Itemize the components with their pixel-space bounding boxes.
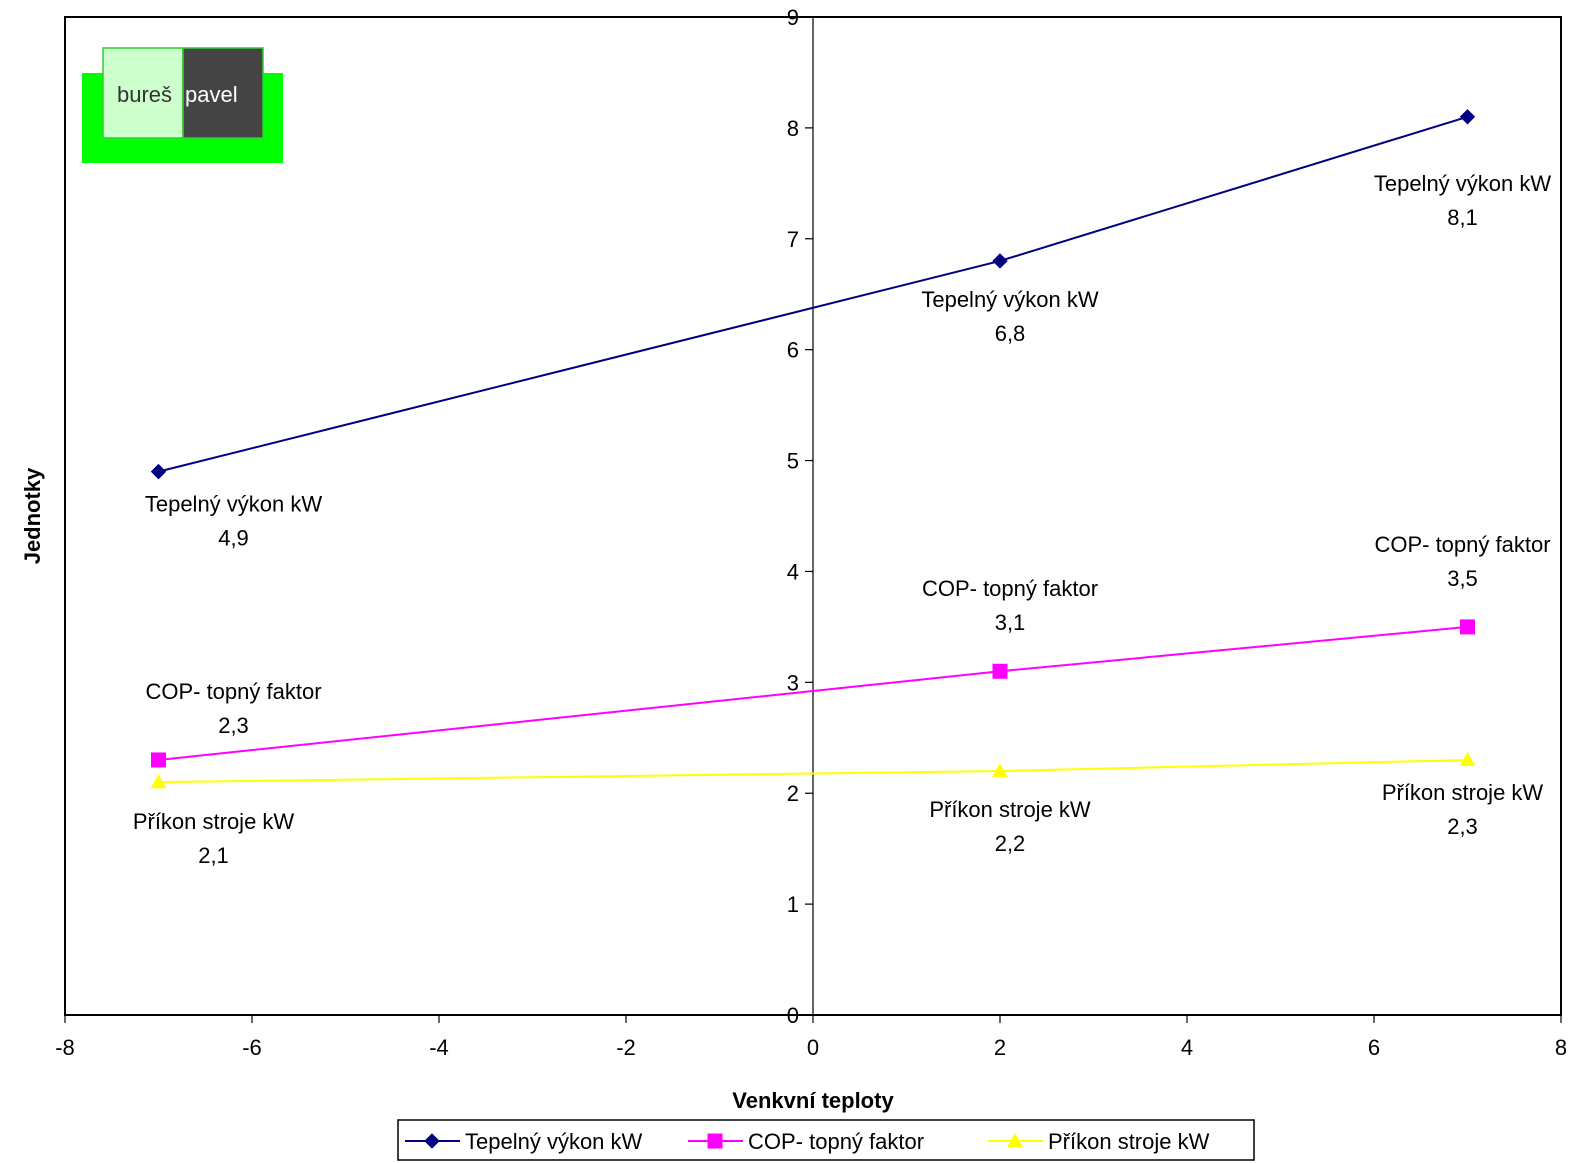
x-tick-label: -8 xyxy=(55,1035,75,1060)
legend-box xyxy=(397,1119,1255,1161)
square-marker xyxy=(992,663,1008,679)
y-tick-label: 5 xyxy=(787,449,799,474)
y-tick-label: 1 xyxy=(787,892,799,917)
diamond-marker xyxy=(424,1133,440,1149)
data-label-value: 6,8 xyxy=(995,321,1026,346)
triangle-marker xyxy=(992,763,1008,778)
y-tick-label: 2 xyxy=(787,781,799,806)
diamond-marker xyxy=(150,463,167,480)
y-tick-label: 4 xyxy=(787,559,799,584)
x-tick-label: 0 xyxy=(807,1035,819,1060)
y-tick-label: 7 xyxy=(787,227,799,252)
logo-word-2: pavel xyxy=(185,82,238,107)
logo-word-1: bureš xyxy=(117,82,172,107)
square-marker xyxy=(707,1133,723,1149)
square-marker xyxy=(151,752,166,768)
legend: Tepelný výkon kW COP- topný faktor Příkon … xyxy=(397,1119,1255,1161)
data-label-value: 3,1 xyxy=(995,610,1026,635)
y-tick-label: 6 xyxy=(787,338,799,363)
data-label-series: COP- topný faktor xyxy=(145,679,321,704)
legend-label: Příkon stroje kW xyxy=(1048,1129,1210,1154)
x-tick-label: -6 xyxy=(242,1035,262,1060)
x-axis-title: Venkvní teploty xyxy=(732,1088,894,1113)
x-tick-label: -4 xyxy=(429,1035,449,1060)
data-label-value: 2,3 xyxy=(218,713,249,738)
y-tick-label: 8 xyxy=(787,116,799,141)
y-tick-label: 9 xyxy=(787,5,799,30)
data-label-value: 4,9 xyxy=(218,526,249,551)
series xyxy=(150,109,1476,789)
data-label-series: COP- topný faktor xyxy=(922,576,1098,601)
triangle-marker xyxy=(1007,1132,1023,1148)
data-label-series: Příkon stroje kW xyxy=(929,797,1091,822)
x-tick-label: 6 xyxy=(1368,1035,1380,1060)
legend-label: Tepelný výkon kW xyxy=(465,1129,643,1154)
triangle-marker xyxy=(1459,751,1476,767)
y-axis-title: Jednotky xyxy=(20,467,45,564)
data-label-series: Příkon stroje kW xyxy=(1382,780,1544,805)
legend-label: COP- topný faktor xyxy=(748,1129,924,1154)
data-label-series: Příkon stroje kW xyxy=(133,809,295,834)
x-tick-label: 2 xyxy=(994,1035,1006,1060)
data-label-value: 8,1 xyxy=(1447,205,1478,230)
data-labels: Tepelný výkon kW 4,9 Tepelný výkon kW 6,8 Te… xyxy=(133,171,1552,868)
data-label-series: Tepelný výkon kW xyxy=(145,492,323,517)
data-label-value: 3,5 xyxy=(1447,566,1478,591)
data-label-series: Tepelný výkon kW xyxy=(921,287,1099,312)
axes: -8 -6 -4 -2 0 2 4 6 8 0 1 2 3 4 5 6 7 8 9 xyxy=(55,5,1567,1060)
data-label-series: Tepelný výkon kW xyxy=(1374,171,1552,196)
data-label-value: 2,2 xyxy=(995,831,1026,856)
x-tick-label: 4 xyxy=(1181,1035,1193,1060)
triangle-marker xyxy=(150,774,167,789)
x-tick-label: 8 xyxy=(1555,1035,1567,1060)
y-tick-label: 0 xyxy=(787,1003,799,1028)
x-tick-label: -2 xyxy=(616,1035,636,1060)
logo: bureš pavel xyxy=(82,47,283,163)
data-label-value: 2,1 xyxy=(198,843,229,868)
data-label-value: 2,3 xyxy=(1447,814,1478,839)
diamond-marker xyxy=(992,253,1008,269)
y-tick-label: 3 xyxy=(787,670,799,695)
diamond-marker xyxy=(1459,109,1476,125)
square-marker xyxy=(1460,619,1475,635)
data-label-series: COP- topný faktor xyxy=(1374,532,1550,557)
